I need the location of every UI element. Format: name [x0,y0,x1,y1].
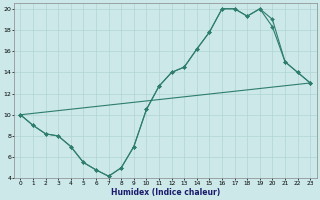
X-axis label: Humidex (Indice chaleur): Humidex (Indice chaleur) [111,188,220,197]
